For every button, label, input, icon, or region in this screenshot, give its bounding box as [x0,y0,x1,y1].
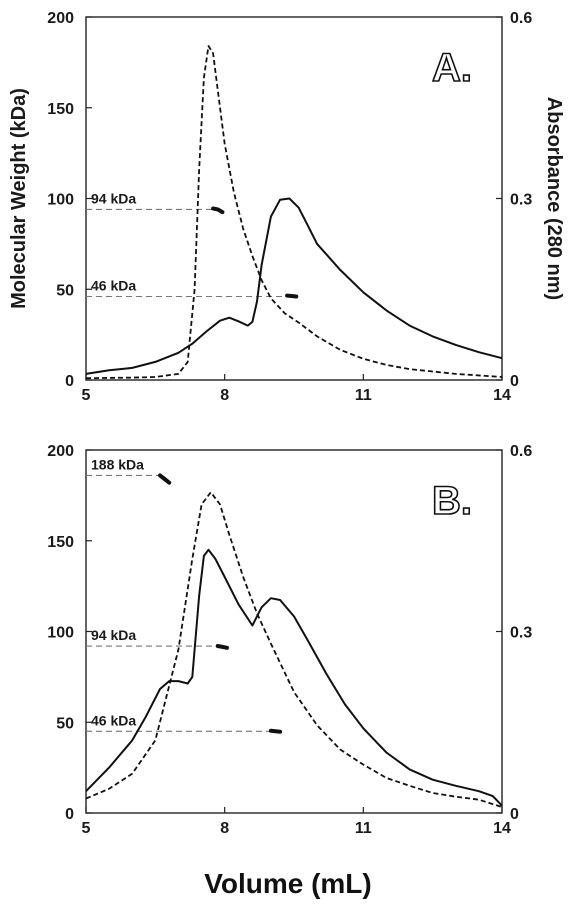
panel-label: B. [432,479,472,523]
x-tick-label: 8 [220,820,229,837]
reference-label: 46 kDa [91,278,136,294]
x-tick-label: 5 [82,387,91,404]
y-left-tick-label: 150 [47,101,74,118]
molecular-weight-mark [158,473,172,485]
x-tick-label: 5 [82,820,91,837]
molecular-weight-mark [285,293,299,299]
y-right-tick-label: 0 [510,806,519,823]
y-left-tick-label: 50 [56,715,74,732]
y-left-axis-title: Molecular Weight (kDa) [8,88,30,309]
molecular-weight-mark [211,206,225,215]
y-left-tick-label: 100 [47,625,74,642]
panel-label: A. [432,46,472,90]
x-axis-title: Volume (mL) [204,868,371,899]
reference-label: 46 kDa [91,712,136,728]
y-left-tick-label: 0 [65,806,74,823]
y-left-tick-label: 150 [47,534,74,551]
x-tick-label: 11 [355,820,372,837]
absorbance-line-solid [85,548,503,807]
y-right-tick-label: 0.6 [510,10,532,27]
y-right-tick-label: 0.3 [510,625,532,642]
reference-label: 94 kDa [91,627,136,643]
reference-label: 188 kDa [91,456,144,472]
reference-label: 94 kDa [91,190,136,206]
y-right-tick-label: 0 [510,373,519,390]
absorbance-line-dashed [85,491,503,808]
molecular-weight-mark [268,728,283,734]
y-right-axis-title: Absorbance (280 nm) [543,97,565,300]
y-left-tick-label: 0 [65,373,74,390]
absorbance-line-dashed [85,45,503,380]
x-tick-label: 8 [220,387,229,404]
y-left-tick-label: 200 [47,10,74,27]
x-tick-label: 14 [493,820,511,837]
y-left-tick-label: 50 [56,282,74,299]
y-left-tick-label: 200 [47,443,74,460]
absorbance-line-solid [85,197,503,375]
y-right-tick-label: 0.6 [510,443,532,460]
y-right-tick-label: 0.3 [510,192,532,209]
x-tick-label: 14 [493,387,511,404]
molecular-weight-mark [215,644,229,650]
x-tick-label: 11 [355,387,372,404]
y-left-tick-label: 100 [47,192,74,209]
